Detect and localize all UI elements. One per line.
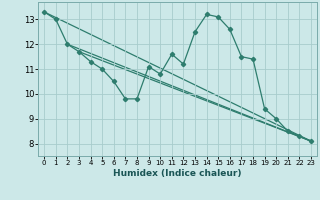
- X-axis label: Humidex (Indice chaleur): Humidex (Indice chaleur): [113, 169, 242, 178]
